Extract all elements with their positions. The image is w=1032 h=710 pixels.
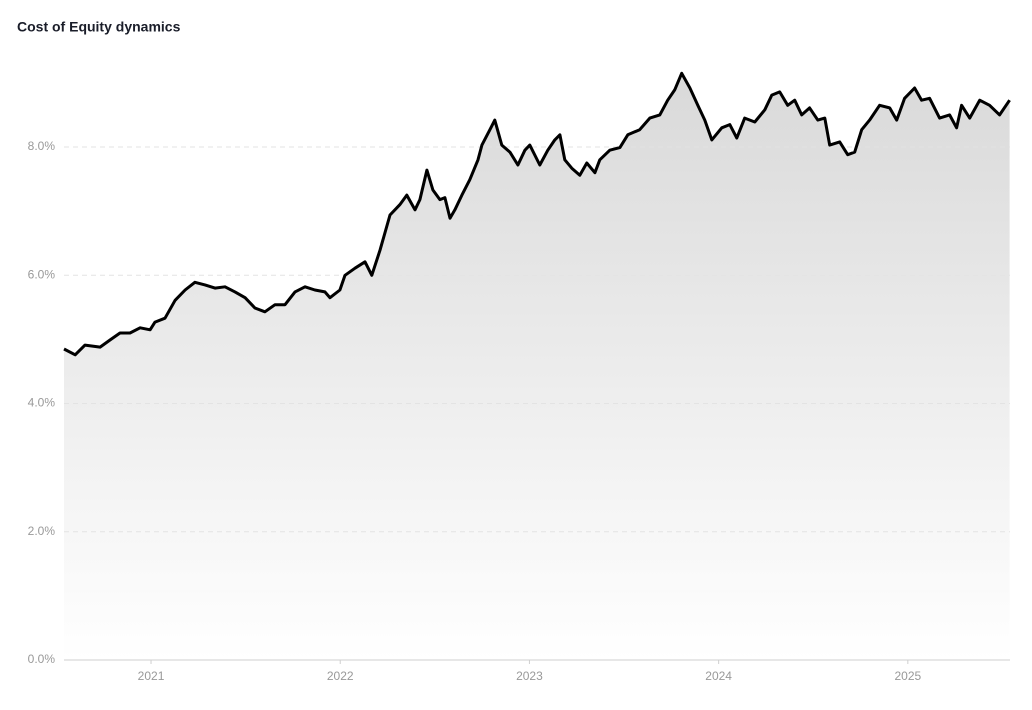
x-tick-label: 2024 bbox=[705, 669, 732, 683]
x-tick-label: 2025 bbox=[894, 669, 921, 683]
x-tick-label: 2023 bbox=[516, 669, 543, 683]
y-tick-label: 2.0% bbox=[28, 524, 56, 538]
line bbox=[63, 71, 1011, 357]
y-tick-label: 6.0% bbox=[28, 267, 56, 281]
x-tick-label: 2021 bbox=[138, 669, 165, 683]
area-fill bbox=[64, 73, 1010, 661]
y-tick-label: 4.0% bbox=[28, 396, 56, 410]
y-tick-label: 8.0% bbox=[28, 139, 56, 153]
chart-title: Cost of Equity dynamics bbox=[17, 19, 181, 35]
y-tick-label: 0.0% bbox=[28, 652, 56, 666]
x-tick-label: 2022 bbox=[327, 669, 354, 683]
